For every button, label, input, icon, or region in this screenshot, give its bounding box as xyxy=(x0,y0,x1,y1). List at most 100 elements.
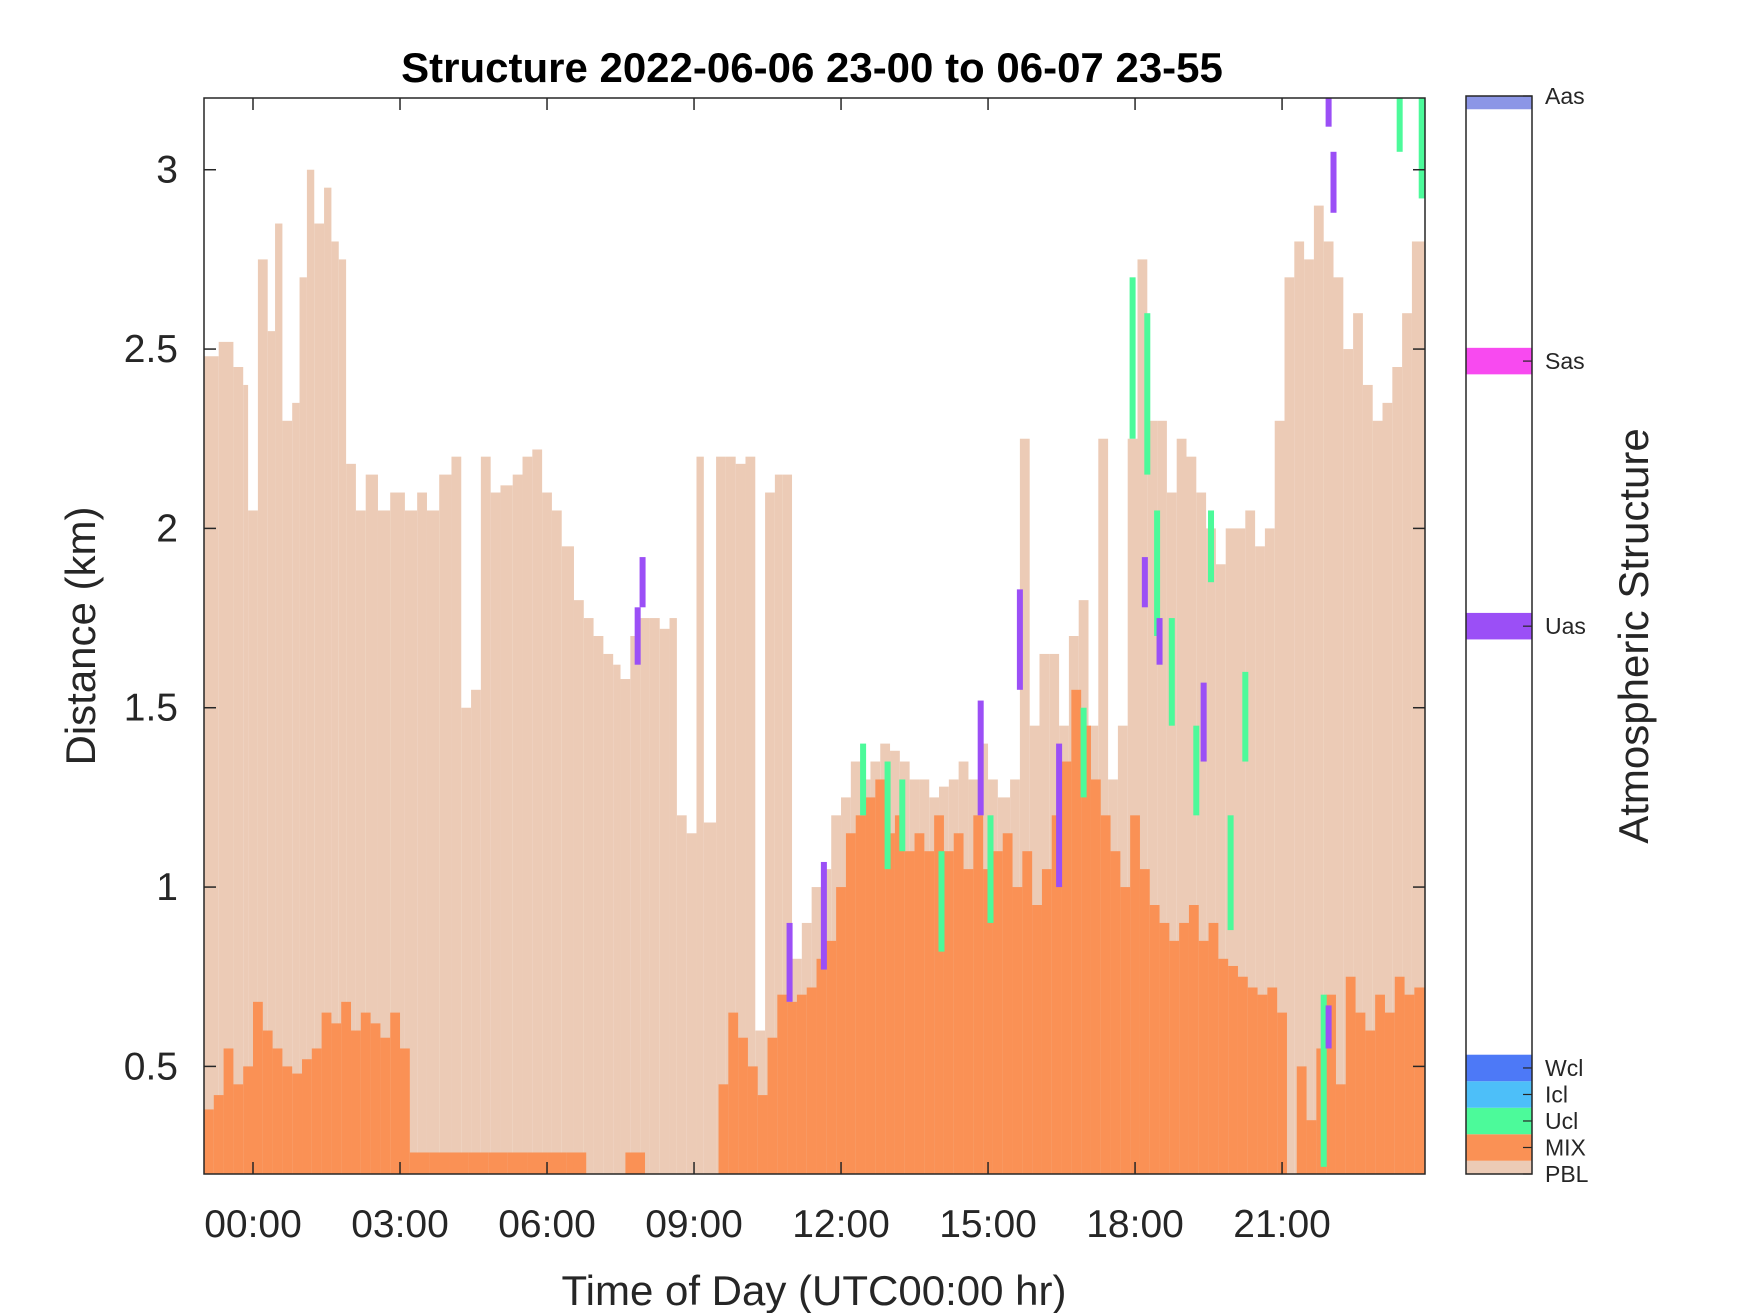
pbl-column xyxy=(512,474,523,1174)
pbl-column xyxy=(1372,420,1383,1174)
x-tick-label: 09:00 xyxy=(645,1203,743,1246)
structure-segment-ucl xyxy=(860,743,867,816)
mix-column xyxy=(747,1066,758,1174)
structure-segment-ucl xyxy=(1396,98,1403,152)
y-tick-label: 3 xyxy=(156,149,178,192)
pbl-column xyxy=(703,822,717,1174)
mix-column xyxy=(1110,851,1121,1174)
pbl-column xyxy=(542,492,552,1174)
mix-column xyxy=(943,851,954,1174)
pbl-column xyxy=(248,510,258,1174)
pbl-column xyxy=(461,707,472,1174)
mix-column xyxy=(351,1030,361,1174)
y-axis: 0.5 1 1.5 2 2.5 3 xyxy=(124,149,1425,1088)
pbl-column xyxy=(532,449,543,1174)
structure-segment-ucl xyxy=(1227,815,1234,931)
pbl-column xyxy=(522,456,533,1174)
mix-column xyxy=(1061,761,1072,1174)
colorbar-swatch-icl xyxy=(1466,1081,1532,1108)
mix-column xyxy=(1257,994,1268,1174)
structure-segment-uas xyxy=(786,922,793,1002)
pbl-column xyxy=(275,223,283,1174)
pbl-column xyxy=(774,474,783,1174)
pbl-column xyxy=(1294,241,1305,1174)
mix-column xyxy=(321,1012,332,1174)
pbl-column xyxy=(640,618,650,1174)
mix-column xyxy=(1365,1030,1376,1174)
structure-segment-uas xyxy=(639,557,646,608)
pbl-column xyxy=(417,492,427,1174)
pbl-column xyxy=(1284,277,1295,1174)
y-tick-label: 2 xyxy=(156,507,178,550)
structure-segment-uas xyxy=(1016,589,1023,690)
pbl-column xyxy=(267,331,276,1174)
pbl-column xyxy=(451,456,462,1174)
mix-column xyxy=(1345,976,1356,1174)
structure-segment-ucl xyxy=(899,779,906,852)
pbl-column xyxy=(365,474,378,1174)
mix-column xyxy=(718,1084,729,1174)
colorbar-swatch-mix xyxy=(1466,1134,1532,1161)
colorbar-label: Atmospheric Structure xyxy=(1610,428,1657,844)
pbl-column xyxy=(1274,420,1285,1174)
structure-segment-ucl xyxy=(1080,707,1087,798)
pbl-column xyxy=(561,546,574,1174)
colorbar-label-wcl: Wcl xyxy=(1545,1055,1583,1081)
mix-column xyxy=(757,1095,768,1174)
colorbar-swatch-wcl xyxy=(1466,1054,1532,1082)
plot-frame xyxy=(203,97,1426,1175)
pbl-column xyxy=(1196,492,1207,1174)
pbl-column xyxy=(390,492,405,1174)
x-axis: 00:00 03:00 06:00 09:00 12:00 15:00 18:00 21:00 xyxy=(204,98,1331,1246)
colorbar-label-uas: Uas xyxy=(1545,613,1586,639)
mix-column xyxy=(796,994,807,1174)
mix-column xyxy=(1188,905,1199,1174)
mix-column xyxy=(204,1109,214,1174)
pbl-column xyxy=(696,456,704,1174)
mix-column xyxy=(1306,1120,1317,1174)
mix-column xyxy=(1228,965,1238,1174)
structure-segment-ucl xyxy=(1144,313,1151,475)
colorbar-swatch-ucl xyxy=(1466,1107,1532,1135)
mix-column xyxy=(1041,869,1052,1174)
y-tick-label: 0.5 xyxy=(124,1045,178,1088)
pbl-column xyxy=(331,241,339,1174)
y-tick-label: 2.5 xyxy=(124,328,178,371)
structure-segment-uas xyxy=(634,607,641,665)
mix-column xyxy=(1218,958,1229,1174)
pbl-column xyxy=(480,456,491,1174)
mix-column xyxy=(1394,976,1405,1174)
pbl-column xyxy=(1255,546,1265,1174)
pbl-column xyxy=(669,618,677,1174)
colorbar-label-mix: MIX xyxy=(1545,1134,1586,1160)
colorbar-swatch-aas xyxy=(1466,96,1532,110)
pbl-column xyxy=(1186,456,1197,1174)
mix-column xyxy=(904,851,915,1174)
structure-segment-ucl xyxy=(1418,98,1425,199)
pbl-column xyxy=(314,223,325,1174)
mix-column xyxy=(855,815,866,1174)
mix-column xyxy=(213,1095,224,1174)
pbl-column xyxy=(1343,349,1354,1174)
pbl-column xyxy=(686,833,697,1174)
structure-segment-uas xyxy=(1330,151,1337,213)
mix-column xyxy=(360,1012,371,1174)
mix-column xyxy=(449,1152,469,1174)
mix-column xyxy=(885,833,895,1174)
mix-column xyxy=(507,1152,528,1174)
mix-column xyxy=(331,1023,342,1174)
structure-segment-uas xyxy=(1325,98,1332,127)
pbl-column xyxy=(583,618,594,1174)
structure-segment-uas xyxy=(1156,618,1163,665)
mix-column xyxy=(1198,940,1209,1174)
mix-column xyxy=(983,869,993,1174)
mix-layer xyxy=(204,689,1425,1174)
pbl-column xyxy=(1402,313,1412,1174)
pbl-column xyxy=(355,510,366,1174)
mix-column xyxy=(728,1012,739,1174)
structure-segment-uas xyxy=(1325,1005,1332,1049)
mix-column xyxy=(390,1012,401,1174)
pbl-column xyxy=(649,618,660,1174)
pbl-column xyxy=(426,510,440,1174)
